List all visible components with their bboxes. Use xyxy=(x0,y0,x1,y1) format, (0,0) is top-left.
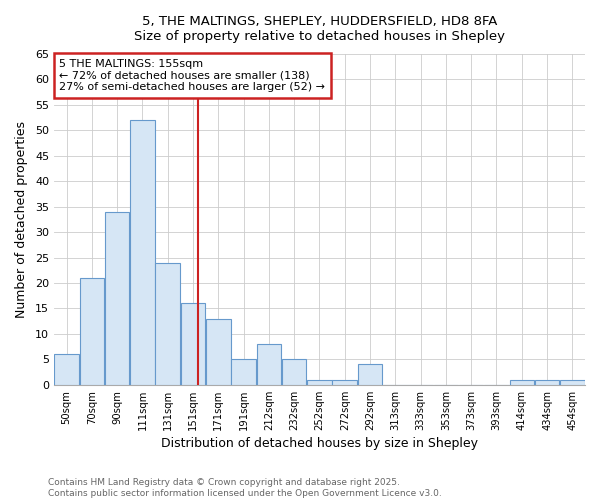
Bar xyxy=(105,212,130,385)
Bar xyxy=(130,120,155,385)
Text: Contains HM Land Registry data © Crown copyright and database right 2025.
Contai: Contains HM Land Registry data © Crown c… xyxy=(48,478,442,498)
Bar xyxy=(155,262,180,385)
Bar xyxy=(206,318,230,385)
Bar xyxy=(560,380,584,385)
X-axis label: Distribution of detached houses by size in Shepley: Distribution of detached houses by size … xyxy=(161,437,478,450)
Bar xyxy=(509,380,534,385)
Bar xyxy=(80,278,104,385)
Bar xyxy=(257,344,281,385)
Title: 5, THE MALTINGS, SHEPLEY, HUDDERSFIELD, HD8 8FA
Size of property relative to det: 5, THE MALTINGS, SHEPLEY, HUDDERSFIELD, … xyxy=(134,15,505,43)
Text: 5 THE MALTINGS: 155sqm
← 72% of detached houses are smaller (138)
27% of semi-de: 5 THE MALTINGS: 155sqm ← 72% of detached… xyxy=(59,59,325,92)
Bar xyxy=(282,360,307,385)
Y-axis label: Number of detached properties: Number of detached properties xyxy=(15,121,28,318)
Bar xyxy=(332,380,357,385)
Bar xyxy=(232,360,256,385)
Bar xyxy=(55,354,79,385)
Bar xyxy=(358,364,382,385)
Bar xyxy=(535,380,559,385)
Bar xyxy=(181,304,205,385)
Bar xyxy=(307,380,332,385)
